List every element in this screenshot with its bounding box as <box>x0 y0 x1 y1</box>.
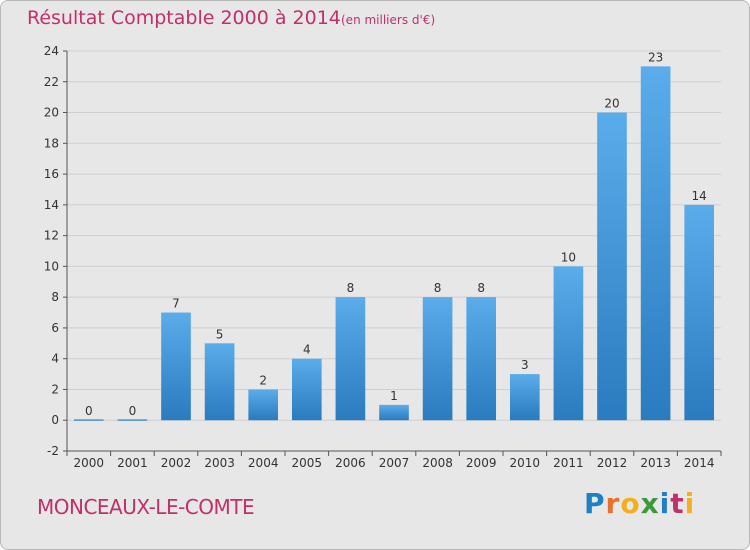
commune-name: MONCEAUX-LE-COMTE <box>37 495 255 519</box>
proxiti-logo[interactable]: Proxiti <box>584 487 695 520</box>
y-tick-label: 16 <box>44 167 59 181</box>
x-tick-label: 2008 <box>422 456 453 470</box>
y-tick-label: 8 <box>51 290 59 304</box>
y-tick-label: 14 <box>44 198 59 212</box>
x-tick-label: 2006 <box>335 456 366 470</box>
bar <box>422 297 453 421</box>
bar <box>73 419 104 421</box>
logo-letter: r <box>605 487 621 520</box>
y-tick-label: 6 <box>51 321 59 335</box>
x-tick-label: 2014 <box>684 456 715 470</box>
data-label: 8 <box>477 281 485 295</box>
data-label: 5 <box>216 327 224 341</box>
y-tick-label: -2 <box>47 444 59 458</box>
y-tick-label: 22 <box>44 75 59 89</box>
y-tick-label: 4 <box>51 352 59 366</box>
x-tick-label: 2002 <box>161 456 192 470</box>
x-tick-label: 2013 <box>640 456 671 470</box>
data-label: 0 <box>129 404 137 418</box>
logo-letter: i <box>684 487 696 520</box>
chart-title: Résultat Comptable 2000 à 2014 <box>27 7 341 29</box>
x-tick-label: 2005 <box>292 456 323 470</box>
bar <box>161 312 191 421</box>
logo-letter: P <box>584 487 606 520</box>
logo-letter: x <box>640 487 660 520</box>
logo-letter: i <box>659 487 671 520</box>
y-tick-label: 24 <box>44 44 59 58</box>
x-tick-label: 2011 <box>553 456 584 470</box>
data-label: 14 <box>692 189 707 203</box>
data-label: 4 <box>303 343 311 357</box>
bar <box>335 297 366 421</box>
y-tick-label: 10 <box>44 259 59 273</box>
y-tick-label: 12 <box>44 229 59 243</box>
bar <box>597 112 627 421</box>
logo-letter: t <box>670 487 685 520</box>
data-label: 10 <box>561 250 576 264</box>
x-tick-label: 2001 <box>117 456 148 470</box>
x-tick-label: 2010 <box>510 456 541 470</box>
data-label: 8 <box>434 281 442 295</box>
data-label: 2 <box>259 373 267 387</box>
bar <box>553 266 584 421</box>
data-label: 1 <box>390 389 398 403</box>
x-tick-label: 2007 <box>379 456 410 470</box>
bar <box>291 358 322 421</box>
bar <box>248 389 279 421</box>
y-tick-label: 20 <box>44 106 59 120</box>
x-tick-label: 2004 <box>248 456 279 470</box>
bar <box>509 374 540 421</box>
bar <box>684 204 715 421</box>
data-label: 7 <box>172 297 180 311</box>
chart-subtitle: (en milliers d'€) <box>341 13 436 27</box>
x-tick-label: 2012 <box>597 456 628 470</box>
data-label: 23 <box>648 50 663 64</box>
bar <box>117 419 148 421</box>
data-label: 0 <box>85 404 93 418</box>
y-tick-label: 0 <box>51 413 59 427</box>
x-tick-label: 2009 <box>466 456 497 470</box>
x-tick-label: 2000 <box>74 456 105 470</box>
x-tick-label: 2003 <box>204 456 235 470</box>
logo-letter: o <box>620 487 641 520</box>
bar <box>204 343 235 421</box>
y-tick-label: 18 <box>44 136 59 150</box>
y-tick-label: 2 <box>51 382 59 396</box>
data-label: 8 <box>347 281 355 295</box>
bar <box>640 66 671 421</box>
bar <box>379 404 409 421</box>
data-label: 20 <box>604 97 619 111</box>
data-label: 3 <box>521 358 529 372</box>
bar <box>466 297 497 421</box>
